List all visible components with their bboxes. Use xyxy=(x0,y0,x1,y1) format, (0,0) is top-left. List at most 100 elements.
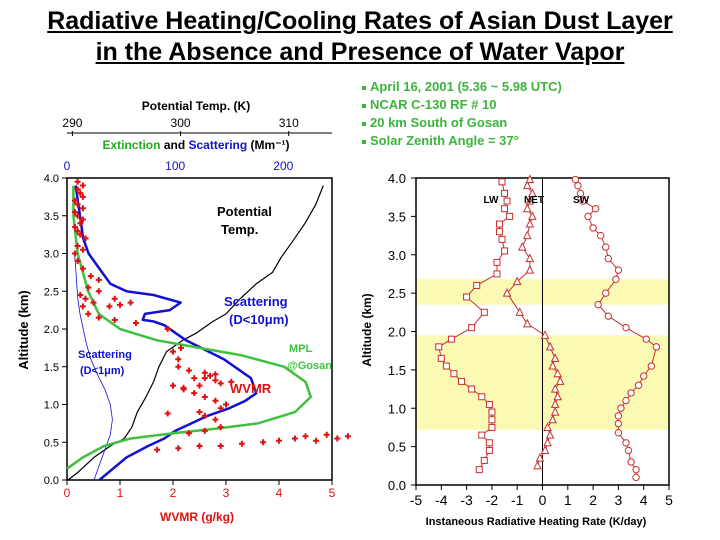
right-y-tick-label: 2.5 xyxy=(388,286,406,301)
sw-marker xyxy=(627,458,635,466)
wvmr-marker xyxy=(260,439,267,446)
sw-marker xyxy=(632,465,640,474)
lw-marker xyxy=(468,385,476,393)
left-y-tick-label: 3.0 xyxy=(44,249,59,261)
left-y-tick-label: 4.0 xyxy=(44,173,59,185)
sw-marker xyxy=(617,404,625,412)
sw-marker xyxy=(574,181,582,190)
net-marker xyxy=(525,195,535,205)
wvmr-marker xyxy=(111,316,118,323)
lw-marker xyxy=(488,416,496,424)
scattering-word: Scattering xyxy=(189,138,248,152)
net-marker xyxy=(523,230,532,240)
wvmr-marker xyxy=(77,292,84,299)
heating-tick-label: 4 xyxy=(640,492,648,508)
scattering-tick-label: 200 xyxy=(273,159,293,173)
heating-tick-label: 3 xyxy=(615,492,623,508)
net-marker xyxy=(550,353,560,362)
wvmr-marker xyxy=(212,397,219,404)
heating-tick-label: 0 xyxy=(539,492,547,508)
lw-marker xyxy=(498,178,506,186)
sw-marker xyxy=(589,224,597,232)
wvmr-marker xyxy=(201,427,208,434)
scat1-annotation-2: (D<1μm) xyxy=(80,365,125,377)
wvmr-marker xyxy=(71,208,78,215)
lw-marker xyxy=(495,220,503,228)
net-marker xyxy=(525,253,535,263)
left-profile-chart: Potential Temp. (K) 290 300 310 Extinction… xyxy=(16,99,351,524)
wvmr-marker xyxy=(79,205,86,212)
scattering-tick-labels: 0 100 200 xyxy=(64,159,294,173)
heating-tick-label: -1 xyxy=(511,492,524,508)
wvmr-marker xyxy=(201,412,208,419)
info-item-zenith: Solar Zenith Angle = 37° xyxy=(362,132,562,150)
wvmr-marker xyxy=(82,295,89,302)
wvmr-marker xyxy=(79,216,86,223)
wvmr-marker xyxy=(77,231,84,238)
wvmr-tick-label: 3 xyxy=(223,486,230,500)
lw-marker xyxy=(503,197,511,205)
sw-marker xyxy=(622,396,630,405)
lw-marker xyxy=(488,408,496,416)
right-y-axis-title: Altitude (km) xyxy=(360,293,374,366)
net-marker xyxy=(553,391,562,401)
sw-marker xyxy=(652,343,661,351)
sw-marker xyxy=(594,300,602,309)
sw-marker xyxy=(627,389,635,397)
sw-marker xyxy=(640,372,648,380)
wvmr-marker xyxy=(106,303,113,310)
bullet-icon xyxy=(362,121,366,126)
wvmr-marker xyxy=(79,193,86,200)
wvmr-marker xyxy=(201,369,208,376)
net-marker xyxy=(502,288,512,297)
net-marker xyxy=(525,264,535,274)
wvmr-marker xyxy=(74,201,81,208)
flight-info-list: April 16, 2001 (5.36 ~ 5.98 UTC) NCAR C-… xyxy=(362,78,562,150)
mpl-annotation-1: MPL xyxy=(289,343,313,355)
wvmr-marker xyxy=(79,265,86,272)
lw-marker xyxy=(473,281,481,289)
wvmr-marker xyxy=(185,367,192,374)
lw-marker xyxy=(450,370,458,378)
info-item-flight: NCAR C-130 RF # 10 xyxy=(362,96,562,114)
extinction-word: Extinction xyxy=(102,138,160,152)
wvmr-marker xyxy=(313,437,320,444)
theta-annotation-2: Temp. xyxy=(221,222,258,237)
wvmr-marker xyxy=(74,258,81,265)
right-series-layer xyxy=(435,174,661,482)
wvmr-marker xyxy=(212,371,219,378)
sw-marker xyxy=(579,197,587,205)
wvmr-marker xyxy=(111,295,118,302)
sw-marker xyxy=(584,212,592,221)
sw-marker xyxy=(602,289,610,297)
title-line-1: Radiative Heating/Cooling Rates of Asian… xyxy=(47,7,673,35)
lw-marker xyxy=(458,377,466,385)
wvmr-marker xyxy=(154,446,161,453)
net-marker xyxy=(535,453,545,462)
info-location-text: 20 km South of Gosan xyxy=(370,115,508,130)
lw-label: LW xyxy=(484,195,500,206)
info-item-location: 20 km South of Gosan xyxy=(362,114,562,132)
wvmr-marker xyxy=(74,186,81,193)
lw-marker xyxy=(437,354,445,362)
net-marker xyxy=(528,211,537,220)
wvmr-marker xyxy=(217,424,224,431)
lw-marker xyxy=(463,293,471,301)
bullet-icon xyxy=(362,85,366,90)
sw-marker xyxy=(612,275,620,284)
scat10-annotation-2: (D<10μm) xyxy=(229,312,289,327)
wvmr-marker xyxy=(79,303,86,310)
info-zenith-text: Solar Zenith Angle = 37° xyxy=(370,133,519,148)
sw-marker xyxy=(596,231,605,240)
theta-tick-label: 310 xyxy=(279,116,299,130)
net-marker xyxy=(548,414,557,424)
net-marker xyxy=(550,399,560,408)
sw-marker xyxy=(647,362,655,370)
wvmr-marker xyxy=(196,443,203,450)
lw-marker xyxy=(493,258,501,266)
heating-tick-label: 1 xyxy=(564,492,572,508)
wvmr-marker xyxy=(201,375,208,382)
left-y-axis-title: Altitude (km) xyxy=(16,290,31,369)
wvmr-marker xyxy=(217,380,224,387)
lw-marker xyxy=(478,431,486,439)
